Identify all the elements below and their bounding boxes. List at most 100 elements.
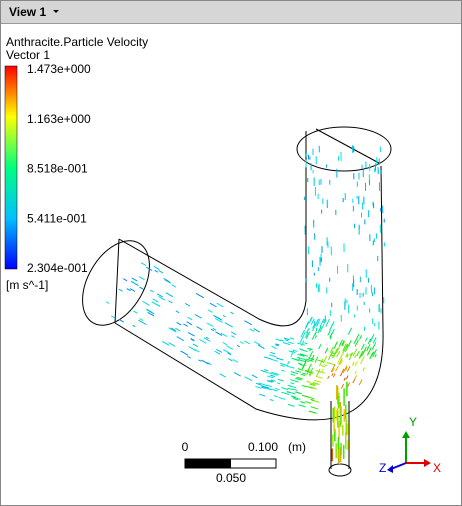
velocity-vector — [268, 388, 278, 392]
velocity-vector — [353, 340, 357, 344]
velocity-vector — [212, 327, 217, 331]
velocity-vector — [306, 328, 309, 333]
view-title: View 1 — [9, 5, 47, 19]
color-bar — [4, 65, 18, 270]
velocity-vector — [158, 270, 164, 274]
velocity-vector — [190, 337, 195, 341]
velocity-vector — [319, 323, 325, 333]
velocity-vector — [194, 314, 202, 319]
vector-field — [105, 145, 385, 465]
velocity-vector — [278, 396, 286, 400]
velocity-vector — [299, 353, 309, 357]
velocity-vector — [308, 357, 315, 361]
velocity-vector — [187, 316, 193, 321]
velocity-vector — [327, 330, 331, 336]
velocity-vector — [343, 377, 346, 381]
scale-end: 0.100 — [248, 440, 278, 454]
velocity-vector — [183, 323, 188, 327]
velocity-vector — [360, 356, 365, 365]
velocity-vector — [281, 369, 285, 372]
velocity-vector — [318, 343, 322, 350]
velocity-vector — [289, 337, 295, 340]
velocity-vector — [151, 301, 160, 307]
velocity-vector — [308, 316, 313, 324]
velocity-vector — [352, 348, 358, 357]
velocity-vector — [297, 368, 304, 371]
velocity-vector — [273, 395, 278, 398]
velocity-vector — [288, 341, 294, 345]
velocity-vector — [287, 360, 290, 365]
velocity-vector — [281, 387, 289, 391]
legend-title: Anthracite.Particle Velocity — [6, 35, 148, 49]
velocity-vector — [282, 341, 291, 346]
velocity-vector — [346, 354, 349, 358]
velocity-vector — [317, 359, 325, 363]
velocity-vector — [329, 346, 334, 353]
velocity-vector — [164, 279, 172, 284]
velocity-vector — [304, 342, 308, 345]
legend-tick-label: 5.411e-001 — [27, 211, 87, 225]
velocity-vector — [297, 356, 306, 361]
velocity-vector — [290, 373, 296, 376]
velocity-vector — [280, 364, 285, 367]
legend-tick-label: 8.518e-001 — [27, 162, 88, 176]
velocity-vector — [139, 318, 144, 321]
velocity-vector — [168, 327, 177, 333]
velocity-vector — [319, 318, 325, 327]
velocity-vector — [339, 368, 345, 377]
velocity-vector — [231, 335, 235, 338]
velocity-vector — [312, 382, 320, 385]
velocity-vector — [372, 349, 377, 358]
velocity-vector — [214, 350, 221, 355]
velocity-vector — [327, 375, 330, 380]
velocity-vector — [283, 337, 290, 341]
velocity-vector — [316, 376, 323, 379]
velocity-vector — [344, 345, 349, 352]
velocity-vector — [305, 331, 311, 339]
velocity-vector — [313, 379, 322, 383]
velocity-vector — [284, 339, 289, 342]
view-tab[interactable]: View 1 — [1, 1, 461, 24]
scale-unit: (m) — [288, 440, 306, 454]
velocity-vector — [195, 293, 205, 299]
velocity-vector — [314, 331, 317, 336]
scale-mid: 0.050 — [216, 471, 246, 485]
velocity-vector — [346, 365, 351, 372]
velocity-vector — [310, 398, 315, 401]
velocity-vector — [244, 340, 251, 345]
velocity-vector — [318, 325, 322, 332]
velocity-vector — [329, 336, 332, 340]
velocity-vector — [186, 321, 193, 326]
velocity-vector — [249, 328, 255, 332]
velocity-vector — [309, 370, 313, 377]
velocity-vector — [340, 352, 344, 359]
velocity-vector — [342, 343, 347, 352]
velocity-vector — [329, 332, 333, 338]
velocity-vector — [297, 353, 305, 357]
velocity-vector — [139, 286, 144, 290]
velocity-vector — [271, 371, 279, 376]
axis-y: Y — [409, 415, 417, 429]
velocity-vector — [184, 302, 191, 307]
velocity-vector — [341, 341, 345, 347]
velocity-vector — [352, 361, 355, 366]
velocity-vector — [199, 339, 207, 344]
velocity-vector — [163, 277, 170, 283]
velocity-vector — [309, 382, 317, 386]
velocity-vector — [153, 265, 160, 270]
velocity-vector — [347, 327, 353, 335]
velocity-vector — [222, 342, 228, 346]
velocity-vector — [304, 369, 311, 373]
velocity-vector — [140, 262, 147, 266]
velocity-vector — [335, 345, 341, 354]
velocity-vector — [224, 322, 233, 328]
velocity-vector — [316, 318, 321, 327]
velocity-vector — [358, 350, 364, 359]
velocity-vector — [361, 349, 366, 357]
velocity-vector — [205, 336, 209, 340]
velocity-vector — [196, 326, 203, 331]
legend-tick-label: 1.163e+000 — [27, 112, 91, 126]
velocity-vector — [209, 302, 217, 308]
velocity-vector — [123, 278, 128, 282]
